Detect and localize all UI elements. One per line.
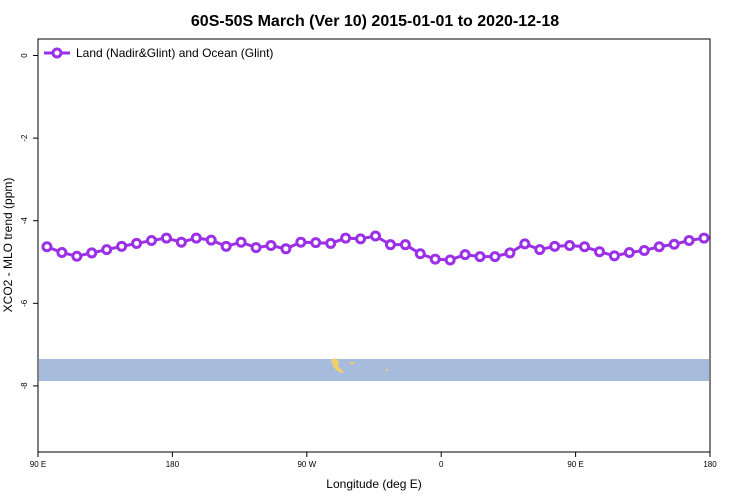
land-shape <box>331 358 344 373</box>
data-point <box>131 237 143 249</box>
legend: Land (Nadir&Glint) and Ocean (Glint) <box>44 46 273 60</box>
land-shapes <box>331 358 388 373</box>
y-tick-label: -4 <box>20 217 29 225</box>
data-point <box>653 241 665 253</box>
data-point <box>280 243 292 255</box>
y-axis: 0 -2 -4 -6 -8 <box>20 53 38 390</box>
plot-frame <box>37 38 711 453</box>
data-point <box>205 234 217 246</box>
data-point <box>310 237 322 249</box>
data-point <box>145 235 157 247</box>
data-point <box>295 236 307 248</box>
data-point <box>489 251 501 263</box>
x-axis-label: Longitude (deg E) <box>326 477 421 491</box>
legend-label: Land (Nadir&Glint) and Ocean (Glint) <box>76 46 273 60</box>
data-point <box>71 250 83 262</box>
data-point <box>160 232 172 244</box>
data-point <box>325 237 337 249</box>
data-point <box>265 240 277 251</box>
data-point <box>190 232 202 244</box>
data-point <box>683 235 695 247</box>
x-tick-label: 0 <box>439 460 444 469</box>
data-point <box>235 236 247 248</box>
data-point <box>250 242 262 254</box>
data-point <box>116 240 128 252</box>
data-point <box>56 247 68 259</box>
data-point <box>638 244 650 256</box>
chart-title: 60S-50S March (Ver 10) 2015-01-01 to 202… <box>191 13 559 30</box>
y-axis-label: XCO2 - MLO trend (ppm) <box>1 178 15 313</box>
map-band <box>39 359 709 381</box>
data-point <box>220 240 232 252</box>
data-point <box>593 246 605 258</box>
x-axis: 90 E 180 90 W 0 90 E 180 <box>30 452 717 469</box>
data-point <box>414 248 426 260</box>
data-point <box>474 251 486 263</box>
land-shape <box>386 369 388 371</box>
data-point <box>86 247 98 259</box>
data-point <box>608 250 620 262</box>
x-tick-label: 90 E <box>30 460 46 469</box>
data-point <box>623 247 635 259</box>
x-tick-label: 90 E <box>567 460 583 469</box>
y-tick-label: -2 <box>20 134 29 142</box>
data-point <box>534 244 546 256</box>
legend-swatch-marker <box>51 47 63 59</box>
data-point <box>399 239 411 251</box>
data-point <box>101 244 113 256</box>
data-point <box>459 249 471 261</box>
y-tick-label: 0 <box>20 53 29 58</box>
data-point <box>41 241 53 253</box>
data-point <box>340 232 352 244</box>
data-point <box>384 239 396 251</box>
data-point <box>564 240 576 251</box>
data-point <box>579 241 591 253</box>
y-tick-label: -6 <box>20 299 29 307</box>
data-point <box>698 232 710 244</box>
x-tick-label: 90 W <box>297 460 316 469</box>
series-layer <box>41 230 710 266</box>
data-point <box>668 238 680 250</box>
data-point <box>549 240 561 252</box>
y-tick-label: -8 <box>20 382 29 390</box>
data-point <box>175 236 187 248</box>
data-point <box>444 254 456 266</box>
data-point <box>355 233 367 245</box>
data-point <box>519 238 531 250</box>
land-shape <box>350 362 354 364</box>
data-point <box>369 230 381 242</box>
data-point <box>504 247 516 259</box>
data-point <box>429 253 441 265</box>
x-tick-label: 180 <box>703 460 717 469</box>
x-tick-label: 180 <box>166 460 180 469</box>
